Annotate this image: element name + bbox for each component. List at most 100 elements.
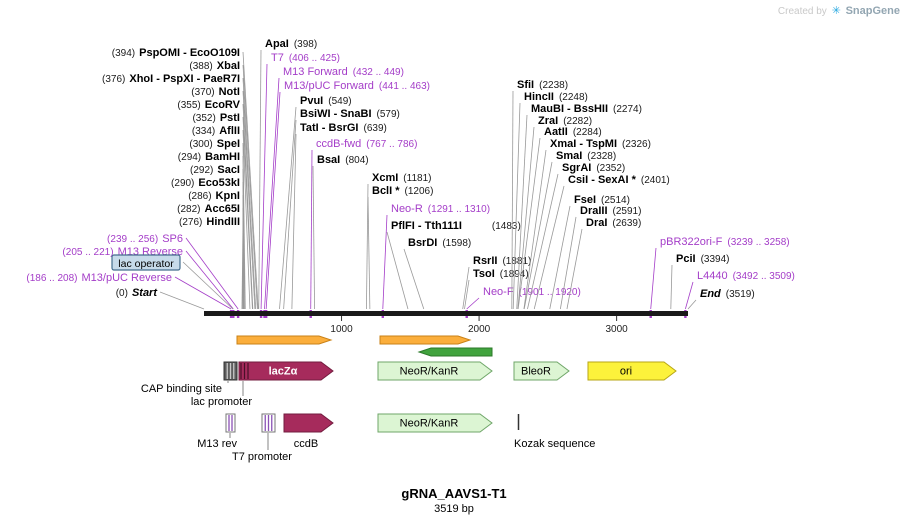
enzyme-label[interactable]: SfiI (2238): [517, 79, 568, 91]
enzyme-label[interactable]: CsiI - SexAI * (2401): [568, 174, 670, 186]
primer-label[interactable]: (186 .. 208) M13/pUC Reverse: [26, 272, 172, 284]
lacza-arrow[interactable]: [238, 361, 334, 381]
primer-label[interactable]: T7 (406 .. 425): [271, 52, 340, 64]
primer-label[interactable]: Neo-F (1901 .. 1920): [483, 286, 581, 298]
connector-line: [670, 264, 673, 310]
connector-line: [242, 77, 257, 310]
bleor-label[interactable]: BleoR: [521, 366, 551, 378]
plasmid-size: 3519 bp: [434, 503, 474, 515]
neor-kanr-arrow[interactable]: [377, 361, 493, 381]
primer-label[interactable]: ccdB-fwd (767 .. 786): [316, 138, 417, 150]
connector-line: [466, 297, 480, 310]
neor-kanr-label[interactable]: NeoR/KanR: [400, 418, 459, 430]
enzyme-label[interactable]: (294) BamHI: [178, 151, 240, 163]
primer-label[interactable]: M13/pUC Forward (441 .. 463): [284, 80, 430, 92]
enzyme-label[interactable]: TatI - BsrGI (639): [300, 122, 387, 134]
enzyme-label[interactable]: DraIII (2591): [580, 205, 641, 217]
enzyme-label[interactable]: (388) XbaI: [189, 60, 240, 72]
ori-arrow[interactable]: [587, 361, 677, 381]
connector-line: [185, 250, 234, 310]
enzyme-label[interactable]: (370) NotI: [191, 86, 240, 98]
connector-line: [312, 165, 315, 310]
orf-arrow-forward[interactable]: [379, 335, 472, 345]
m13-rev-box[interactable]: [225, 413, 236, 433]
connector-line: [242, 64, 258, 310]
enzyme-label[interactable]: MauBI - BssHII (2274): [531, 103, 642, 115]
enzyme-label[interactable]: SmaI (2328): [556, 150, 616, 162]
snapgene-logo-icon: ✳: [831, 5, 841, 17]
enzyme-label[interactable]: SgrAI (2352): [562, 162, 625, 174]
connector-line: [511, 90, 514, 310]
enzyme-label[interactable]: DraI (2639): [586, 217, 641, 229]
enzyme-label[interactable]: RsrII (1881): [473, 255, 531, 267]
connector-line: [242, 51, 259, 310]
ccdb-label[interactable]: ccdB: [294, 438, 318, 450]
connector-line: [279, 106, 297, 310]
connector-line: [242, 116, 253, 310]
orf-arrow-forward[interactable]: [236, 335, 333, 345]
enzyme-label[interactable]: (276) HindIII: [179, 216, 240, 228]
enzyme-label[interactable]: (292) SacI: [190, 164, 240, 176]
primer-label[interactable]: (239 .. 256) SP6: [107, 233, 183, 245]
ccdb-arrow[interactable]: [283, 413, 334, 433]
connector-line: [265, 91, 281, 310]
lac-operator-label[interactable]: lac operator: [118, 258, 174, 270]
cap-binding-site-label[interactable]: CAP binding site: [141, 383, 222, 395]
enzyme-label[interactable]: BsaI (804): [317, 154, 369, 166]
connector-line: [462, 266, 470, 310]
connector-line: [260, 63, 268, 310]
enzyme-label[interactable]: (355) EcoRV: [177, 99, 240, 111]
enzyme-label[interactable]: HincII (2248): [524, 91, 588, 103]
connector-line: [283, 119, 297, 310]
kozak-sequence-label[interactable]: Kozak sequence: [514, 438, 595, 450]
enzyme-label[interactable]: (290) Eco53kI: [171, 177, 240, 189]
connector-line: [566, 228, 583, 310]
connector-line: [512, 102, 521, 310]
lac-promoter-label[interactable]: lac promoter: [191, 396, 252, 408]
primer-label[interactable]: M13 Forward (432 .. 449): [283, 66, 404, 78]
connector-line: [403, 248, 425, 310]
terminus-label[interactable]: (0) Start: [116, 287, 159, 299]
connector-line: [523, 161, 553, 310]
primer-label[interactable]: L4440 (3492 .. 3509): [697, 270, 795, 282]
enzyme-label[interactable]: (394) PspOMI - EcoO109I: [112, 47, 240, 59]
enzyme-label[interactable]: (282) Acc65I: [177, 203, 240, 215]
bleor-arrow[interactable]: [513, 361, 570, 381]
enzyme-label[interactable]: BsiWI - SnaBI (579): [300, 108, 400, 120]
connector-line: [549, 205, 571, 310]
connector-line: [464, 279, 470, 310]
enzyme-label[interactable]: BsrDI (1598): [408, 237, 471, 249]
plasmid-footer: gRNA_AAVS1-T1 3519 bp: [0, 486, 908, 515]
orf-arrow-reverse[interactable]: [417, 347, 493, 357]
enzyme-label[interactable]: BclI * (1206): [372, 185, 433, 197]
enzyme-label[interactable]: (300) SpeI: [189, 138, 240, 150]
enzyme-label[interactable]: PvuI (549): [300, 95, 352, 107]
connector-line: [310, 149, 313, 310]
enzyme-label[interactable]: XcmI (1181): [372, 172, 431, 184]
enzyme-label[interactable]: (286) KpnI: [188, 190, 240, 202]
terminus-label[interactable]: End (3519): [700, 288, 755, 300]
map-bar: [204, 311, 688, 316]
ori-label[interactable]: ori: [620, 366, 632, 378]
enzyme-label[interactable]: (376) XhoI - PspXI - PaeR7I: [102, 73, 240, 85]
enzyme-label[interactable]: PflFI - Tth111I (1483): [391, 220, 521, 232]
m13-rev-label[interactable]: M13 rev: [197, 438, 237, 450]
enzyme-label[interactable]: (352) PstI: [192, 112, 240, 124]
lacza-label[interactable]: lacZα: [269, 366, 298, 378]
enzyme-label[interactable]: AatII (2284): [544, 126, 602, 138]
enzyme-label[interactable]: ZraI (2282): [538, 115, 592, 127]
enzyme-label[interactable]: XmaI - TspMI (2326): [550, 138, 651, 150]
enzyme-label[interactable]: FseI (2514): [574, 194, 630, 206]
neor-kanr-label[interactable]: NeoR/KanR: [400, 366, 459, 378]
enzyme-label[interactable]: (334) AflII: [192, 125, 240, 137]
connector-line: [687, 299, 697, 310]
neor-kanr-arrow[interactable]: [377, 413, 493, 433]
t7-promoter-label[interactable]: T7 promoter: [232, 451, 292, 463]
lac-operator-box[interactable]: [111, 254, 181, 271]
plasmid-name: gRNA_AAVS1-T1: [401, 486, 507, 501]
enzyme-label[interactable]: ApaI (398): [265, 38, 317, 50]
connector-line: [242, 129, 251, 310]
primer-label[interactable]: Neo-R (1291 .. 1310): [391, 203, 490, 215]
enzyme-label[interactable]: PciI (3394): [676, 253, 729, 265]
primer-label[interactable]: pBR322ori-F (3239 .. 3258): [660, 236, 790, 248]
